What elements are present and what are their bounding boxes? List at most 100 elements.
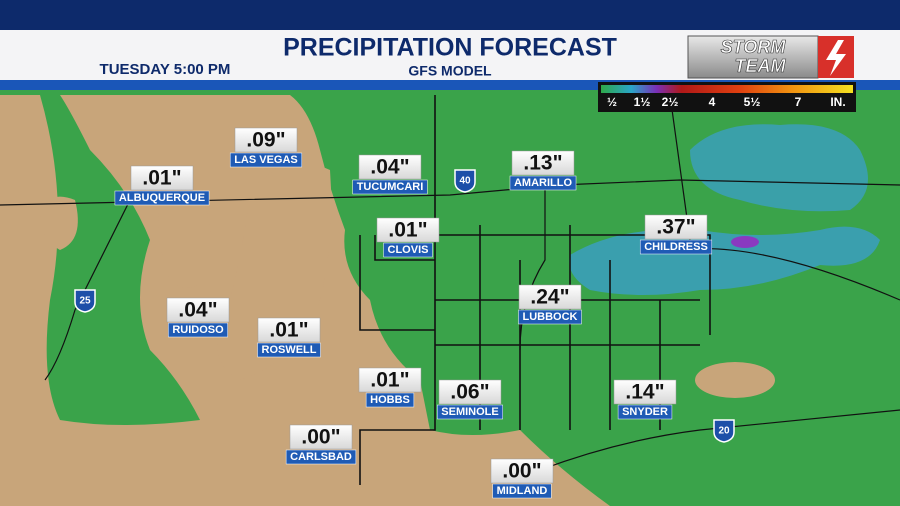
legend: ½ 1½ 2½ 4 5½ 7 IN.	[598, 82, 856, 112]
amount: .04"	[178, 299, 217, 322]
logo-line2: TEAM	[735, 56, 787, 76]
city-name-box	[365, 392, 415, 408]
city-name-box	[114, 190, 210, 206]
city-name: AMARILLO	[514, 177, 572, 189]
legend-label: 5½	[744, 95, 761, 109]
city-name: MIDLAND	[497, 485, 548, 497]
amount: .24"	[530, 286, 569, 309]
legend-label: ½	[607, 95, 617, 109]
highway-number: 40	[459, 176, 471, 187]
amount-box	[613, 379, 677, 405]
city-name: LAS VEGAS	[234, 154, 298, 166]
amount: .00"	[502, 460, 541, 483]
highway-number: 25	[79, 296, 91, 307]
amount-box	[644, 214, 708, 240]
city-labels: .09" LAS VEGAS .01" ALBUQUERQUE .04" TUCUMCAR…	[114, 127, 713, 499]
city: .24" LUBBOCK	[518, 284, 582, 325]
logo-line1: STORM	[721, 37, 787, 57]
city-name: CHILDRESS	[644, 241, 708, 253]
city-name: ALBUQUERQUE	[119, 192, 205, 204]
amount: .01"	[269, 319, 308, 342]
city-name: HOBBS	[370, 394, 410, 406]
city-name: ROSWELL	[262, 344, 317, 356]
city: .01" ALBUQUERQUE	[114, 165, 210, 206]
city-name: SEMINOLE	[441, 406, 498, 418]
amount: .13"	[523, 152, 562, 175]
legend-label: 4	[709, 95, 716, 109]
city: .06" SEMINOLE	[437, 379, 503, 420]
logo: STORM TEAM	[687, 35, 854, 79]
header-stripe	[0, 80, 900, 90]
city-name-box	[352, 179, 428, 195]
amount-box	[438, 379, 502, 405]
city: .01" CLOVIS	[376, 217, 440, 258]
city: .00" MIDLAND	[490, 458, 554, 499]
city-name: SNYDER	[622, 406, 668, 418]
legend-scale	[601, 85, 853, 93]
amount-box	[234, 127, 298, 153]
city-name-box	[168, 322, 228, 338]
city-name-box	[257, 342, 321, 358]
city-name-box	[492, 483, 552, 499]
legend-label: 7	[795, 95, 802, 109]
city: .14" SNYDER	[613, 379, 677, 420]
amount-box	[257, 317, 321, 343]
amount-box	[376, 217, 440, 243]
city: .01" ROSWELL	[257, 317, 321, 358]
shield	[74, 289, 96, 313]
legend-label: 1½	[634, 95, 651, 109]
city: .04" TUCUMCARI	[352, 154, 428, 195]
highway-shields: 40 25 20	[74, 169, 735, 443]
city: .04" RUIDOSO	[166, 297, 230, 338]
amount-box	[358, 154, 422, 180]
title: PRECIPITATION FORECAST	[283, 34, 617, 62]
city-name-box	[229, 152, 303, 168]
city-name-box	[509, 175, 577, 191]
city-name: CLOVIS	[388, 244, 429, 256]
city: .13" AMARILLO	[509, 150, 577, 191]
city-name: LUBBOCK	[523, 311, 578, 323]
city: .09" LAS VEGAS	[229, 127, 303, 168]
amount: .01"	[388, 219, 427, 242]
valid-time: TUESDAY 5:00 PM	[100, 61, 231, 78]
header-top-bar	[0, 0, 900, 30]
amount-box	[358, 367, 422, 393]
highway-number: 20	[718, 426, 730, 437]
city-name-box	[639, 239, 713, 255]
heavy-rain-area	[690, 124, 868, 212]
amount: .04"	[370, 156, 409, 179]
legend-label: 2½	[662, 95, 679, 109]
city-name-box	[383, 242, 433, 258]
city-name-box	[437, 404, 503, 420]
city-name: RUIDOSO	[172, 324, 224, 336]
dry-area	[40, 196, 78, 250]
city-name: CARLSBAD	[290, 451, 352, 463]
amount-box	[511, 150, 575, 176]
city-name-box	[285, 449, 357, 465]
city: .37" CHILDRESS	[639, 214, 713, 255]
amount: .37"	[656, 216, 695, 239]
amount-box	[166, 297, 230, 323]
city: .00" CARLSBAD	[285, 424, 357, 465]
amount: .06"	[450, 381, 489, 404]
amount-box	[490, 458, 554, 484]
amount: .14"	[625, 381, 664, 404]
amount: .00"	[301, 426, 340, 449]
city-name-box	[518, 309, 582, 325]
amount: .01"	[142, 167, 181, 190]
city-name: TUCUMCARI	[357, 181, 424, 193]
shield	[454, 169, 476, 193]
heaviest-rain	[731, 236, 759, 248]
amount: .01"	[370, 369, 409, 392]
amount-box	[289, 424, 353, 450]
amount-box	[130, 165, 194, 191]
legend-label: IN.	[830, 95, 845, 109]
amount: .09"	[246, 129, 285, 152]
amount-box	[518, 284, 582, 310]
rain-area	[40, 95, 200, 425]
shield	[713, 419, 735, 443]
subtitle: GFS MODEL	[408, 63, 492, 79]
city: .01" HOBBS	[358, 367, 422, 408]
dry-area	[695, 362, 775, 398]
